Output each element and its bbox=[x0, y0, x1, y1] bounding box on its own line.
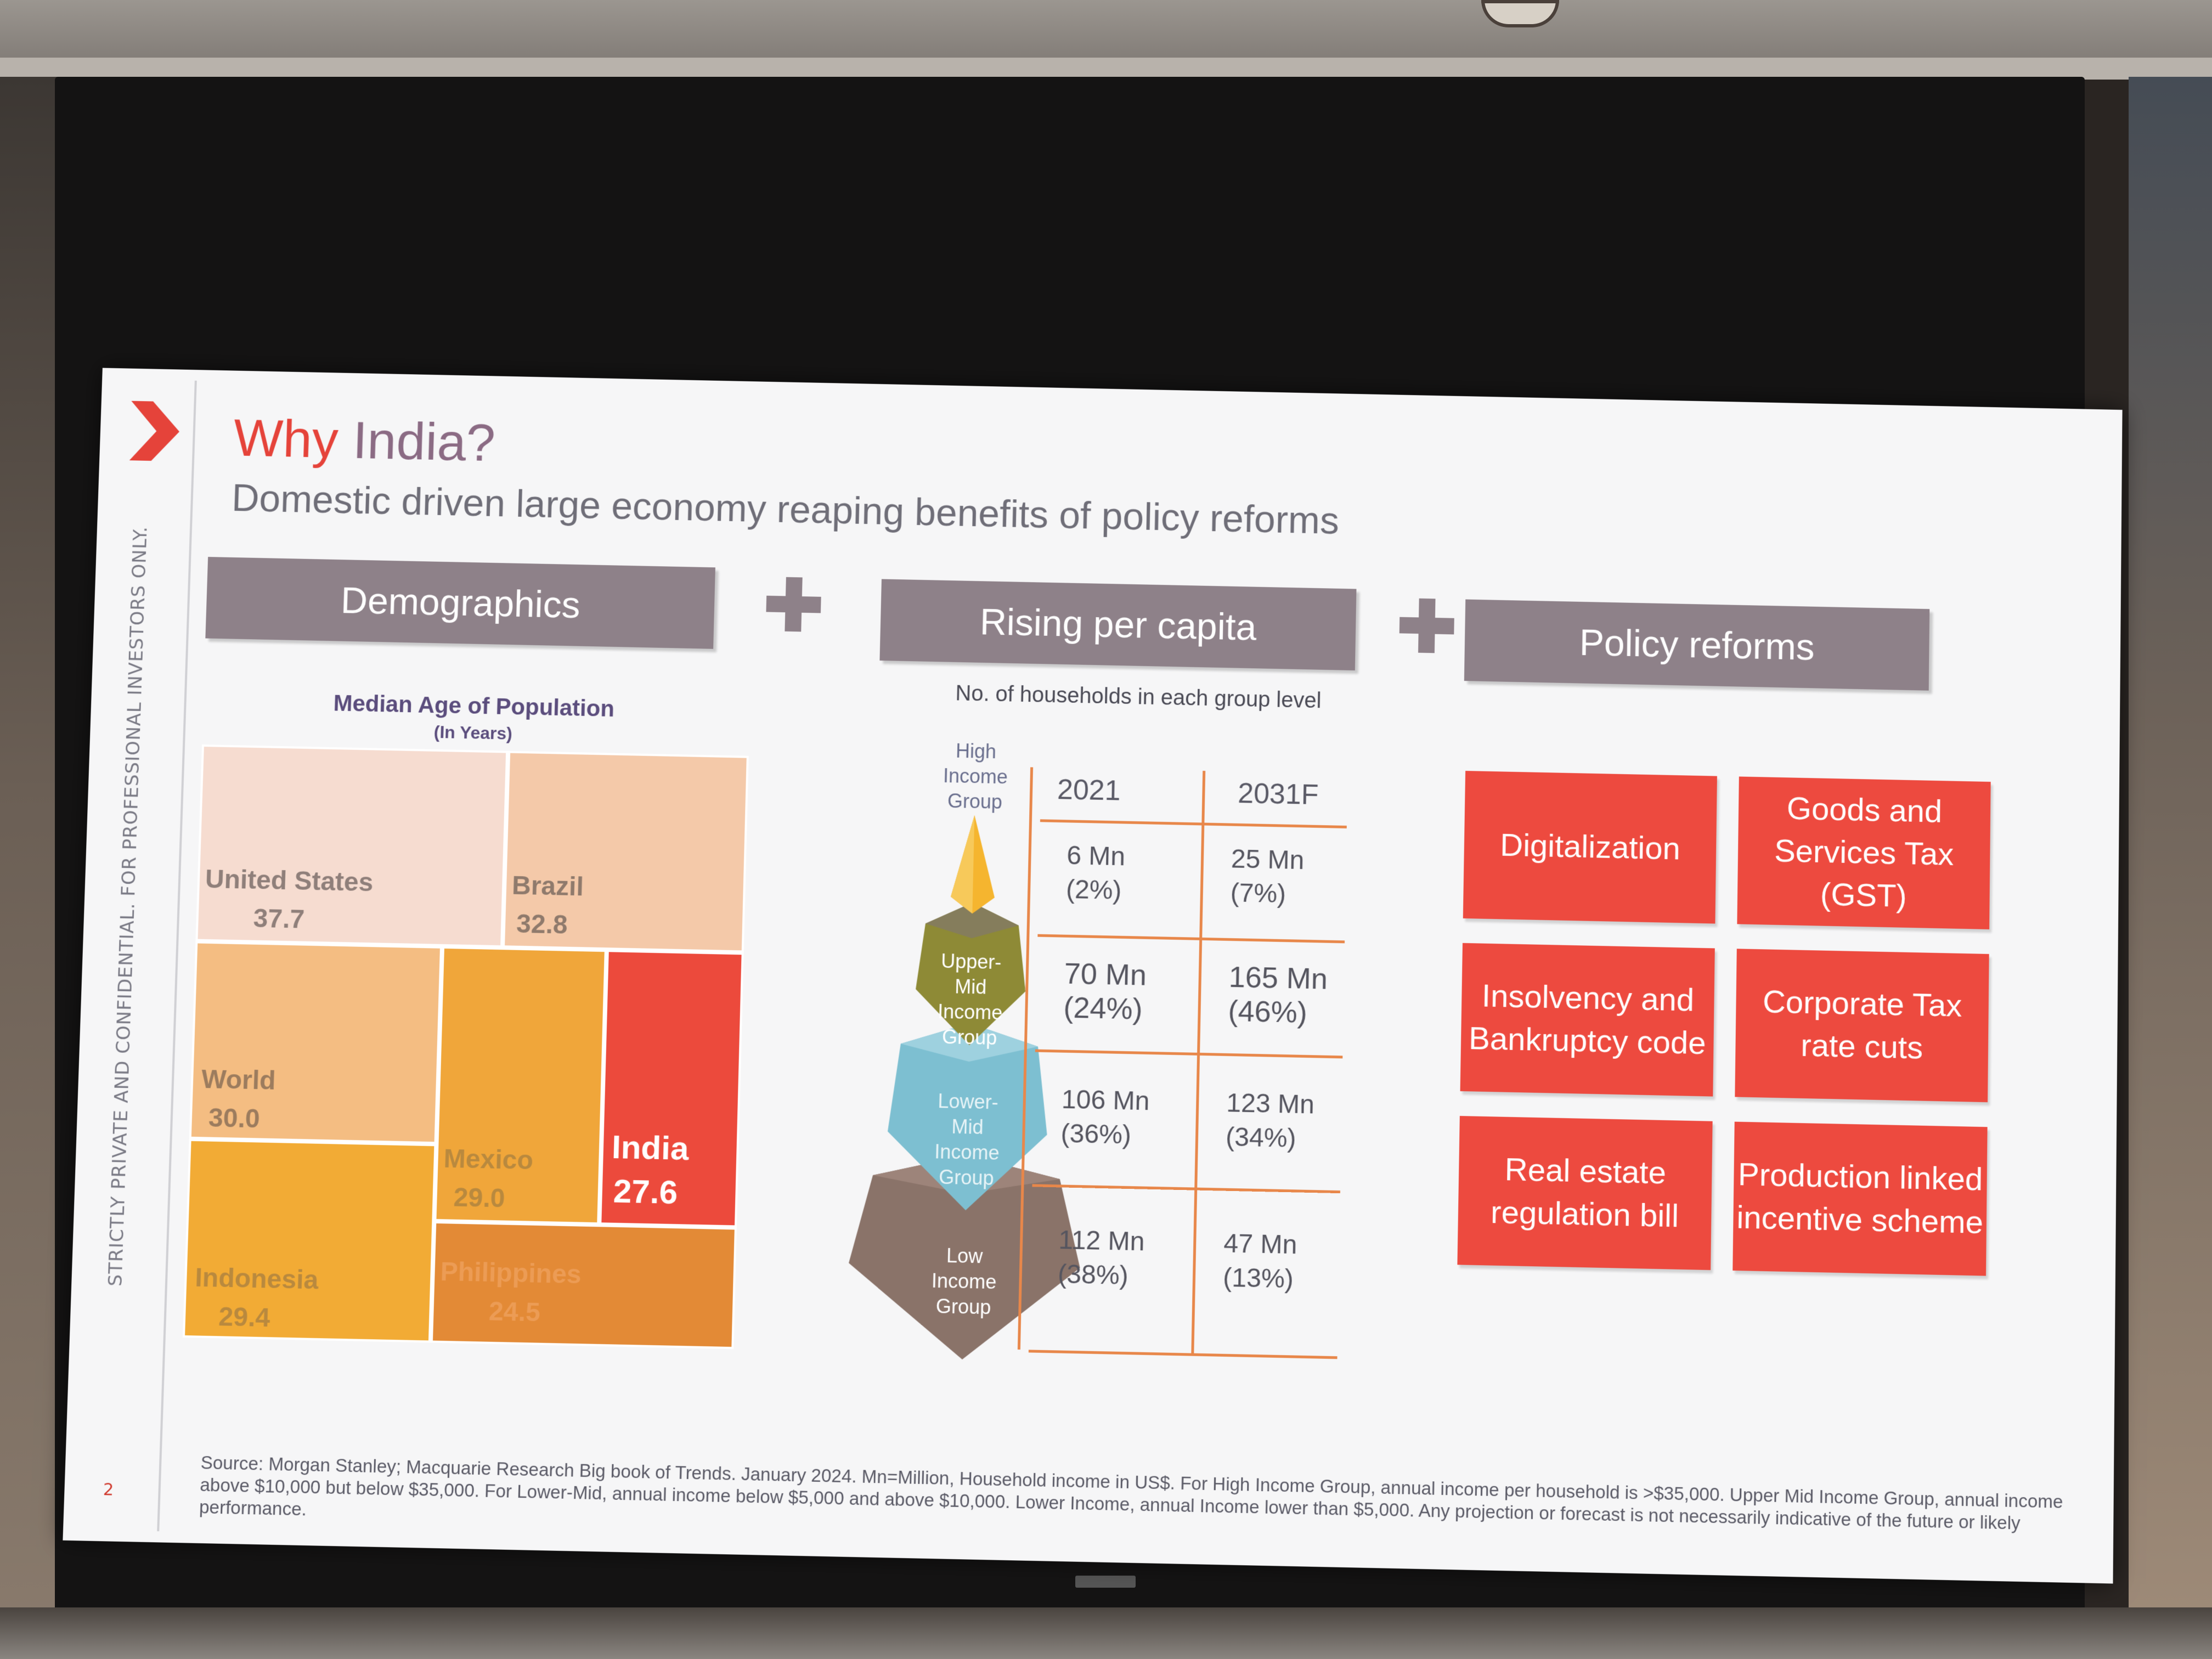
slide-subtitle: Domestic driven large economy reaping be… bbox=[231, 476, 1339, 543]
tile-value: 30.0 bbox=[208, 1103, 260, 1134]
side-divider bbox=[157, 381, 197, 1531]
cell-upper-mid-2021: 70 Mn (24%) bbox=[1063, 957, 1147, 1026]
reform-corporate-tax: Corporate Tax rate cuts bbox=[1735, 949, 1989, 1102]
tile-value: 29.0 bbox=[453, 1182, 505, 1214]
tile-label: Brazil bbox=[511, 871, 584, 902]
median-age-chart-subtitle: (In Years) bbox=[309, 719, 637, 746]
reform-gst: Goods and Services Tax (GST) bbox=[1737, 776, 1990, 929]
cell-low-2031f: 47 Mn (13%) bbox=[1223, 1227, 1297, 1297]
table-divider bbox=[1037, 934, 1345, 944]
tile-indonesia: Indonesia 29.4 bbox=[183, 1139, 437, 1343]
table-divider bbox=[1040, 819, 1347, 828]
pyramid-label-upper-mid: Upper- Mid Income Group bbox=[915, 948, 1026, 1051]
cell-low-2021: 112 Mn (38%) bbox=[1057, 1223, 1145, 1294]
tile-value: 27.6 bbox=[613, 1172, 678, 1211]
households-note: No. of households in each group level bbox=[955, 681, 1322, 714]
column-header-2031f: 2031F bbox=[1238, 777, 1319, 811]
presentation-slide: STRICTLY PRIVATE AND CONFIDENTIAL. FOR P… bbox=[63, 368, 2122, 1584]
ceiling-trim bbox=[0, 58, 2212, 80]
tile-label: Mexico bbox=[443, 1144, 534, 1176]
demographics-header: Demographics bbox=[205, 557, 715, 649]
pyramid-label-high: High Income Group bbox=[920, 738, 1031, 815]
table-divider bbox=[1029, 1350, 1338, 1359]
slide-title: Why India? bbox=[233, 409, 496, 473]
median-age-chart-title: Median Age of Population bbox=[309, 690, 638, 723]
tile-united-states: United States 37.7 bbox=[195, 744, 508, 947]
tile-mexico: Mexico 29.0 bbox=[434, 946, 607, 1224]
source-footnote: Source: Morgan Stanley; Macquarie Resear… bbox=[199, 1452, 2089, 1558]
per-capita-header: Rising per capita bbox=[879, 579, 1356, 670]
reform-digitalization: Digitalization bbox=[1463, 771, 1717, 924]
reform-insolvency: Insolvency and Bankruptcy code bbox=[1460, 943, 1715, 1097]
tile-label: United States bbox=[205, 864, 374, 898]
tile-label: India bbox=[611, 1128, 689, 1167]
title-india: India? bbox=[352, 411, 496, 472]
cell-high-2021: 6 Mn (2%) bbox=[1065, 839, 1125, 908]
chevron-logo-icon bbox=[129, 401, 180, 461]
pyramid-label-low: Low Income Group bbox=[908, 1242, 1020, 1321]
plus-icon bbox=[766, 577, 822, 632]
tile-label: Philippines bbox=[440, 1257, 582, 1290]
confidential-note: STRICTLY PRIVATE AND CONFIDENTIAL. FOR P… bbox=[104, 574, 155, 1287]
tile-india: India 27.6 bbox=[599, 950, 744, 1227]
table-divider bbox=[1035, 1049, 1343, 1059]
tile-philippines: Philippines 24.5 bbox=[431, 1221, 737, 1349]
tile-brazil: Brazil 32.8 bbox=[503, 751, 749, 953]
cell-lower-mid-2031f: 123 Mn (34%) bbox=[1226, 1086, 1315, 1156]
tile-label: Indonesia bbox=[195, 1262, 319, 1295]
tile-value: 37.7 bbox=[253, 904, 305, 935]
cell-high-2031f: 25 Mn (7%) bbox=[1230, 843, 1305, 912]
cell-lower-mid-2021: 106 Mn (36%) bbox=[1060, 1083, 1150, 1153]
median-age-treemap: United States 37.7 Brazil 32.8 World 30.… bbox=[183, 744, 749, 1349]
tile-label: World bbox=[201, 1064, 276, 1096]
tile-value: 24.5 bbox=[488, 1296, 540, 1328]
screen-brand-plate bbox=[1075, 1576, 1136, 1588]
tile-value: 29.4 bbox=[218, 1302, 271, 1333]
page-number: 2 bbox=[103, 1480, 114, 1500]
reform-real-estate: Real estate regulation bill bbox=[1457, 1116, 1712, 1270]
pyramid-label-lower-mid: Lower- Mid Income Group bbox=[911, 1088, 1024, 1192]
households-table: 2021 2031F 6 Mn (2%) 25 Mn (7%) 70 Mn (2… bbox=[1017, 767, 1468, 1370]
floor-area bbox=[0, 1607, 2212, 1659]
reform-pli-scheme: Production linked incentive scheme bbox=[1733, 1122, 1987, 1276]
column-header-2021: 2021 bbox=[1057, 773, 1121, 807]
wall-right bbox=[2129, 77, 2212, 1659]
policy-reforms-header: Policy reforms bbox=[1464, 600, 1929, 691]
plus-icon bbox=[1399, 598, 1454, 653]
tile-value: 32.8 bbox=[516, 909, 568, 940]
tile-world: World 30.0 bbox=[189, 941, 442, 1144]
title-why: Why bbox=[233, 409, 339, 469]
table-divider bbox=[1032, 1184, 1340, 1193]
table-divider bbox=[1191, 771, 1205, 1353]
cell-upper-mid-2031f: 165 Mn (46%) bbox=[1228, 960, 1328, 1030]
